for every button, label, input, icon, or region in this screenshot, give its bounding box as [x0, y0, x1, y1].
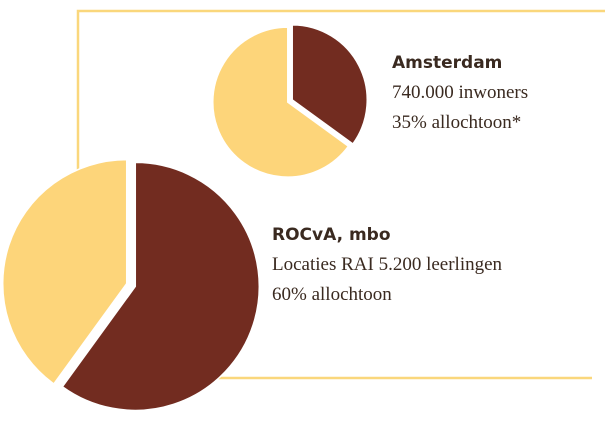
value-label: 60% allochtoon	[272, 284, 392, 305]
pie-title: Amsterdam	[392, 53, 502, 73]
value-label: 35% allochtoon*	[392, 112, 521, 133]
pie-slice	[212, 26, 350, 178]
pie-slice	[61, 161, 261, 412]
pie-slice	[1, 158, 128, 385]
frame-top	[76, 9, 605, 205]
pie-subtitle: Locaties RAI 5.200 leerlingen	[272, 254, 503, 275]
pie-subtitle: 740.000 inwoners	[392, 82, 528, 103]
pie-title: ROCvA, mbo	[272, 225, 391, 245]
pie-slice	[291, 24, 368, 145]
